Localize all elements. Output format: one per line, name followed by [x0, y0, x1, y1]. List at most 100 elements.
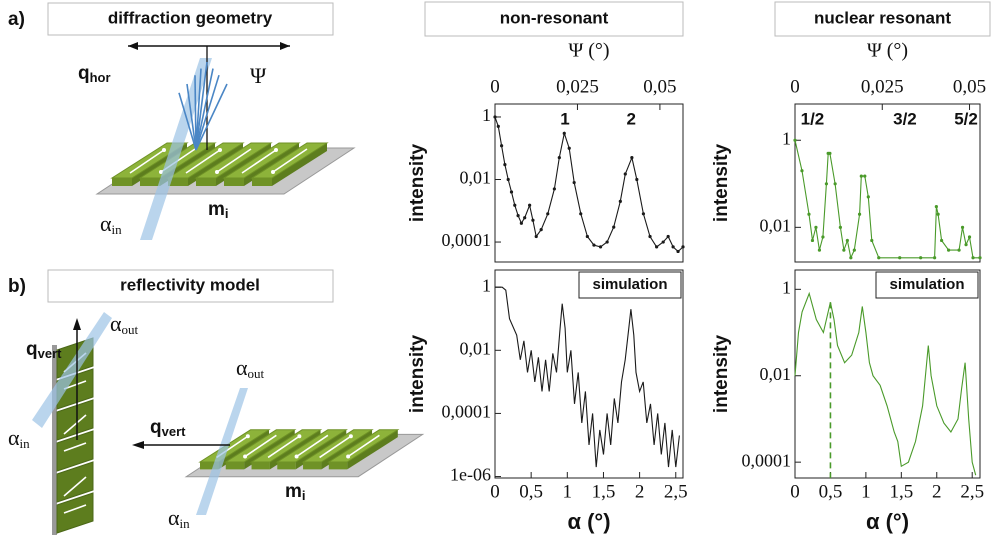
- peak-label: 1: [560, 109, 569, 128]
- title-box: [774, 1, 991, 37]
- data-point: [967, 235, 972, 239]
- stripe-front: [112, 178, 132, 186]
- symbol: m: [208, 199, 225, 220]
- x-tick-label: 1: [563, 481, 573, 502]
- stripe-front: [252, 178, 272, 186]
- alpha-out-label: αout: [110, 311, 139, 337]
- scattered-beam: [178, 92, 197, 151]
- y-axis-label: intensity: [711, 144, 732, 223]
- subscript: out: [122, 322, 139, 337]
- scattered-beam: [195, 61, 208, 151]
- arrow-tip: [215, 170, 219, 174]
- data-point: [957, 248, 961, 252]
- data-point: [936, 212, 940, 216]
- data-point: [572, 180, 576, 185]
- x-tick-label: 1,5: [889, 481, 913, 502]
- data-point: [579, 212, 583, 216]
- data-point: [557, 156, 561, 160]
- data-point: [934, 204, 938, 209]
- symbol: q: [150, 417, 162, 438]
- data-point: [960, 225, 965, 229]
- y-tick-label: 1e-06: [450, 465, 491, 485]
- data-point: [635, 177, 639, 182]
- data-point: [821, 235, 825, 239]
- magnetization-arrow: [296, 434, 329, 458]
- data-line: [494, 116, 684, 253]
- data-point: [940, 238, 944, 243]
- plot-frame: [494, 269, 684, 479]
- peak-label: 5/2: [954, 109, 978, 128]
- stripe-sample-vertical: [52, 337, 94, 535]
- data-point: [546, 212, 550, 216]
- plot-frame: [794, 269, 981, 479]
- magnetization-arrow: [63, 476, 87, 497]
- data-point: [585, 234, 589, 239]
- symbol: α: [236, 355, 248, 380]
- data-point: [605, 240, 609, 244]
- m-i-label: mi: [208, 199, 229, 221]
- data-point: [793, 138, 797, 142]
- data-point: [523, 216, 527, 220]
- symbol: α: [110, 311, 122, 336]
- magnetization-arrow: [241, 149, 277, 174]
- magnetization-arrow: [63, 442, 87, 452]
- arrow-tip: [294, 454, 299, 459]
- subscript: in: [20, 436, 31, 451]
- x-tick-label: 2,5: [664, 481, 688, 502]
- magnetization-arrow: [267, 435, 300, 459]
- beam: [140, 58, 212, 240]
- y-tick-label: 1: [482, 275, 491, 295]
- subscript: vert: [38, 346, 63, 361]
- x-axis-label: Ψ (°): [867, 40, 908, 62]
- x-tick-label: 0: [490, 481, 500, 502]
- data-point: [800, 169, 804, 173]
- q-vert-label: qvert: [150, 417, 186, 439]
- data-point: [618, 199, 622, 203]
- data-point: [531, 218, 535, 222]
- data-point: [493, 115, 497, 119]
- data-point: [676, 249, 680, 254]
- data-point: [567, 146, 571, 150]
- data-point: [552, 187, 556, 191]
- symbol: α: [8, 425, 20, 450]
- data-point: [842, 248, 846, 252]
- scattered-beam: [195, 68, 202, 151]
- data-point: [641, 212, 646, 216]
- data-point: [810, 238, 815, 243]
- subscript: vert: [162, 424, 187, 439]
- data-point: [666, 234, 670, 239]
- psi-label: Ψ: [250, 63, 267, 88]
- stripe-sample: [95, 142, 356, 195]
- y-tick-label: 1: [782, 277, 791, 297]
- y-tick-label: 1: [482, 105, 491, 125]
- panel-label: a): [8, 9, 25, 30]
- data-line: [495, 286, 680, 468]
- arrow-tip: [243, 454, 248, 459]
- stripe-side: [56, 399, 94, 441]
- heading-box: [47, 2, 334, 36]
- y-tick-label: 0,0001: [742, 450, 792, 470]
- simulation-label: simulation: [889, 276, 964, 293]
- chart-title: non-resonant: [500, 8, 609, 27]
- x-tick-label: 0: [790, 76, 800, 97]
- subscript: hor: [90, 70, 111, 85]
- subscript: in: [112, 222, 123, 237]
- magnetization-arrow: [272, 148, 308, 173]
- data-point: [866, 195, 870, 199]
- scattered-beams: [178, 61, 228, 151]
- data-point: [598, 245, 603, 249]
- data-point: [978, 256, 982, 260]
- data-point: [496, 124, 500, 128]
- data-point: [863, 174, 867, 178]
- symbol: m: [285, 481, 302, 502]
- magnetization-arrow: [129, 149, 165, 174]
- arrow-tip: [271, 170, 275, 174]
- data-point: [661, 240, 665, 244]
- arrow-head: [128, 42, 138, 50]
- x-tick-label: 2: [635, 481, 645, 502]
- plot-frame: [794, 103, 981, 263]
- data-point: [807, 212, 811, 216]
- stripe-front: [140, 178, 160, 186]
- magnetization-arrow: [63, 414, 87, 435]
- title-box: [424, 1, 684, 37]
